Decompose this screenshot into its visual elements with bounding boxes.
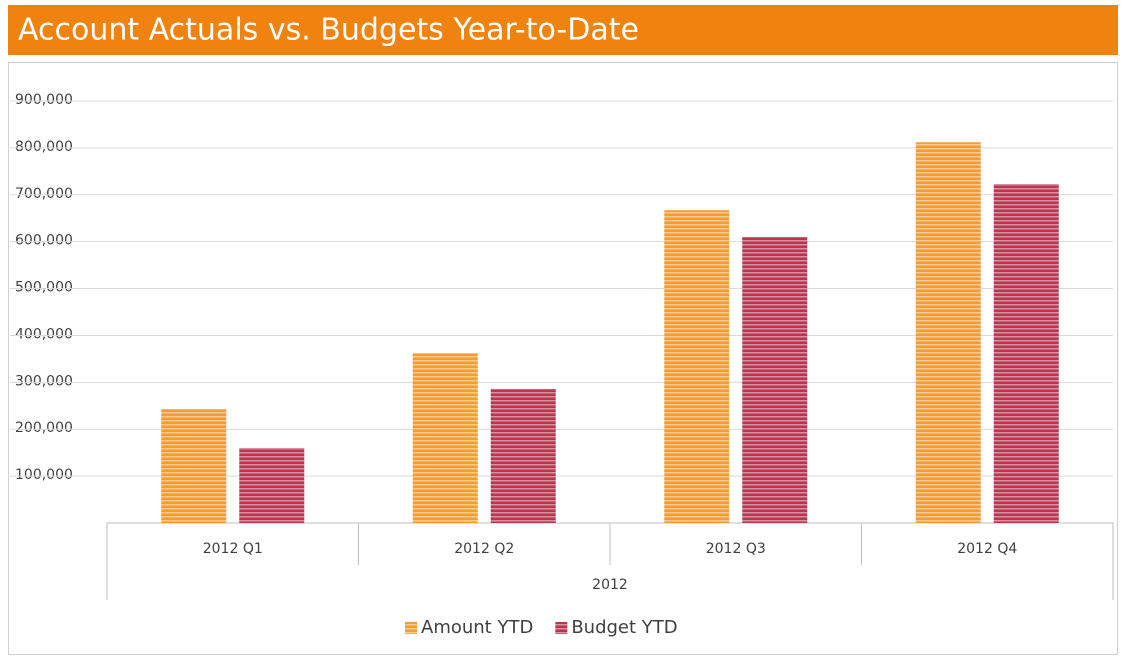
y-tick-label: 600,000 — [15, 233, 73, 249]
legend-label: Budget YTD — [571, 617, 677, 638]
y-tick-label: 100,000 — [15, 467, 73, 483]
y-tick-label: 500,000 — [15, 280, 73, 296]
x-tick-label: 2012 Q3 — [706, 541, 766, 557]
y-tick-label: 700,000 — [15, 186, 73, 202]
title-bar — [8, 5, 1118, 55]
bar — [664, 210, 730, 524]
y-tick-label: 400,000 — [15, 326, 73, 342]
y-tick-label: 200,000 — [15, 420, 73, 436]
legend-swatch — [555, 622, 568, 634]
legend-label: Amount YTD — [421, 617, 533, 638]
bar — [161, 409, 227, 523]
x-tick-label: 2012 Q2 — [454, 541, 514, 557]
bar — [239, 447, 305, 523]
bar — [742, 236, 808, 523]
bar — [993, 183, 1059, 523]
bar — [490, 388, 556, 523]
chart-title: Account Actuals vs. Budgets Year-to-Date — [18, 13, 639, 48]
x-tick-label: 2012 Q1 — [203, 541, 263, 557]
bar — [915, 142, 981, 524]
chart-frame — [8, 62, 1118, 655]
y-tick-label: 800,000 — [15, 139, 73, 155]
bar — [412, 353, 478, 523]
legend-swatch — [405, 622, 417, 634]
y-tick-label: 300,000 — [15, 373, 73, 389]
x-tick-label: 2012 Q4 — [957, 541, 1017, 557]
category-group-label: 2012 — [592, 577, 628, 593]
y-tick-label: 900,000 — [15, 92, 73, 108]
